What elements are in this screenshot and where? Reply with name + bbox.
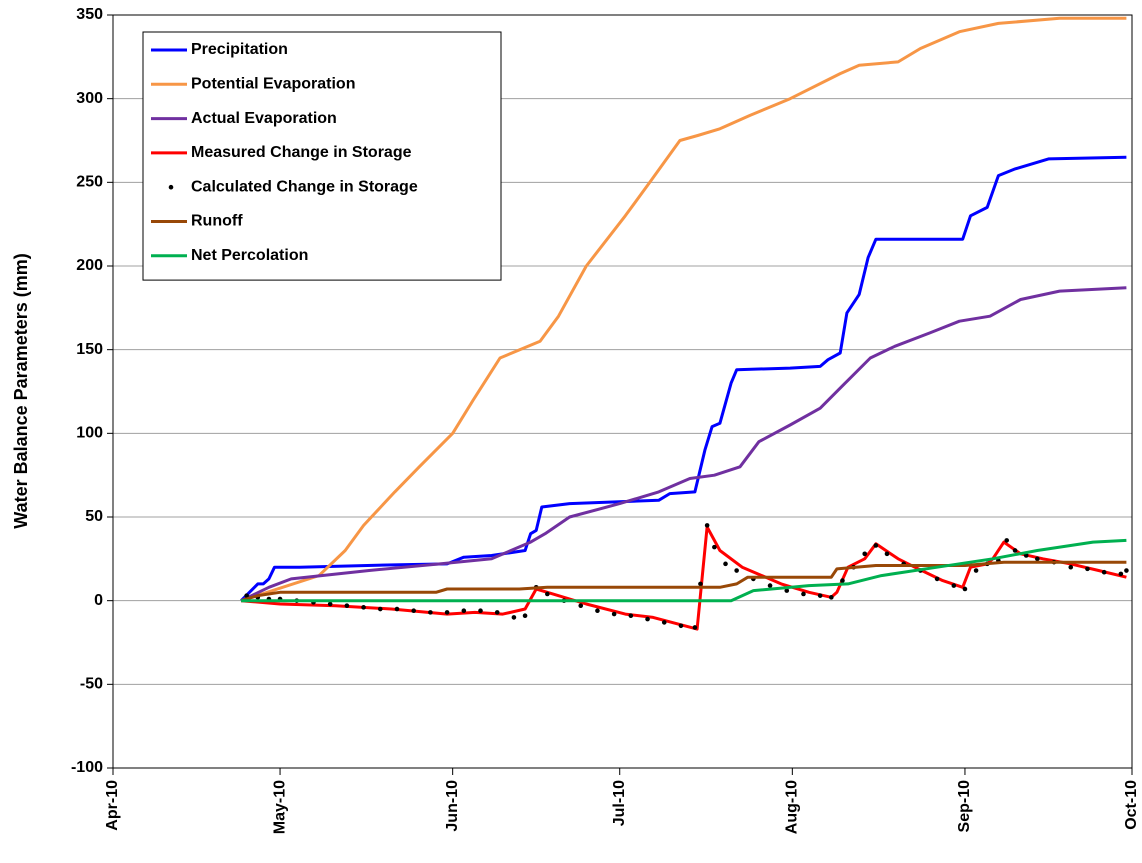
data-point bbox=[723, 561, 728, 567]
data-point bbox=[444, 610, 450, 615]
data-point bbox=[962, 586, 968, 592]
data-point bbox=[1118, 571, 1124, 577]
legend-label: Runoff bbox=[191, 213, 243, 230]
y-tick-label: -100 bbox=[71, 759, 103, 776]
plot-frame bbox=[112, 14, 1133, 769]
data-point bbox=[377, 606, 383, 612]
data-point bbox=[578, 603, 584, 608]
series-line bbox=[240, 16, 1127, 603]
data-point bbox=[784, 588, 790, 593]
legend-box bbox=[142, 31, 502, 281]
data-point bbox=[1023, 553, 1029, 558]
legend-label: Precipitation bbox=[191, 41, 288, 58]
data-point bbox=[522, 613, 528, 619]
data-point bbox=[934, 576, 940, 582]
data-point bbox=[611, 611, 617, 617]
y-axis-title: Water Balance Parameters (mm) bbox=[11, 253, 31, 528]
y-tick-label: -50 bbox=[80, 676, 103, 693]
series-line bbox=[241, 538, 1127, 603]
data-point bbox=[692, 625, 698, 630]
y-tick-label: 0 bbox=[94, 592, 103, 609]
data-point bbox=[411, 608, 416, 614]
x-tick-label: Jun-10 bbox=[444, 780, 461, 832]
x-tick-label: Apr-10 bbox=[104, 780, 121, 831]
data-point bbox=[840, 578, 845, 583]
data-point bbox=[801, 591, 806, 597]
data-point bbox=[344, 603, 350, 608]
y-tick-label: 350 bbox=[76, 6, 103, 23]
data-point bbox=[428, 610, 433, 615]
data-point bbox=[327, 601, 333, 607]
data-point bbox=[767, 583, 773, 588]
data-point bbox=[678, 623, 684, 629]
legend-label: Net Percolation bbox=[191, 247, 308, 264]
data-point bbox=[873, 543, 879, 548]
x-tick-label: Oct-10 bbox=[1123, 780, 1140, 830]
y-tick-label: 250 bbox=[76, 174, 103, 191]
data-point bbox=[1101, 569, 1107, 575]
data-point bbox=[1124, 568, 1129, 573]
data-point bbox=[461, 608, 467, 614]
x-tick-label: Aug-10 bbox=[784, 780, 801, 834]
data-point bbox=[829, 595, 834, 600]
data-point bbox=[494, 610, 500, 615]
data-point bbox=[511, 615, 517, 620]
data-point bbox=[734, 568, 739, 573]
data-point bbox=[1068, 564, 1074, 570]
legend-label: Measured Change in Storage bbox=[191, 144, 412, 161]
data-point bbox=[1085, 566, 1090, 572]
data-point bbox=[1004, 538, 1010, 543]
data-point bbox=[951, 583, 957, 588]
legend-label: Potential Evaporation bbox=[191, 76, 355, 93]
data-point bbox=[361, 605, 366, 610]
x-tick-label: Jul-10 bbox=[611, 780, 628, 826]
data-point bbox=[1035, 556, 1040, 562]
series-line bbox=[240, 560, 1127, 603]
data-point bbox=[628, 613, 634, 619]
x-tick-label: May-10 bbox=[271, 780, 288, 834]
data-point bbox=[545, 591, 550, 597]
legend-label: Calculated Change in Storage bbox=[191, 178, 418, 195]
data-point bbox=[884, 551, 890, 557]
data-point bbox=[595, 608, 600, 614]
y-tick-label: 200 bbox=[76, 257, 103, 274]
data-point bbox=[478, 608, 483, 614]
y-tick-label: 300 bbox=[76, 90, 103, 107]
y-tick-label: 150 bbox=[76, 341, 103, 358]
data-point bbox=[712, 544, 717, 550]
data-point bbox=[244, 593, 249, 598]
series-line bbox=[240, 286, 1127, 603]
y-tick-label: 100 bbox=[76, 425, 103, 442]
data-point bbox=[973, 568, 979, 573]
series-line bbox=[240, 155, 1127, 602]
y-tick-label: 50 bbox=[85, 508, 103, 525]
data-point bbox=[1012, 548, 1018, 553]
data-point bbox=[661, 620, 667, 625]
series-line bbox=[240, 525, 1127, 631]
data-point bbox=[698, 581, 703, 587]
x-tick-label: Sep-10 bbox=[956, 780, 973, 833]
data-point bbox=[394, 606, 400, 612]
data-point bbox=[817, 593, 823, 598]
data-point bbox=[862, 551, 868, 557]
data-point bbox=[645, 616, 650, 622]
legend-label: Actual Evaporation bbox=[191, 110, 337, 127]
data-point bbox=[704, 523, 710, 528]
legend-marker bbox=[168, 184, 174, 190]
